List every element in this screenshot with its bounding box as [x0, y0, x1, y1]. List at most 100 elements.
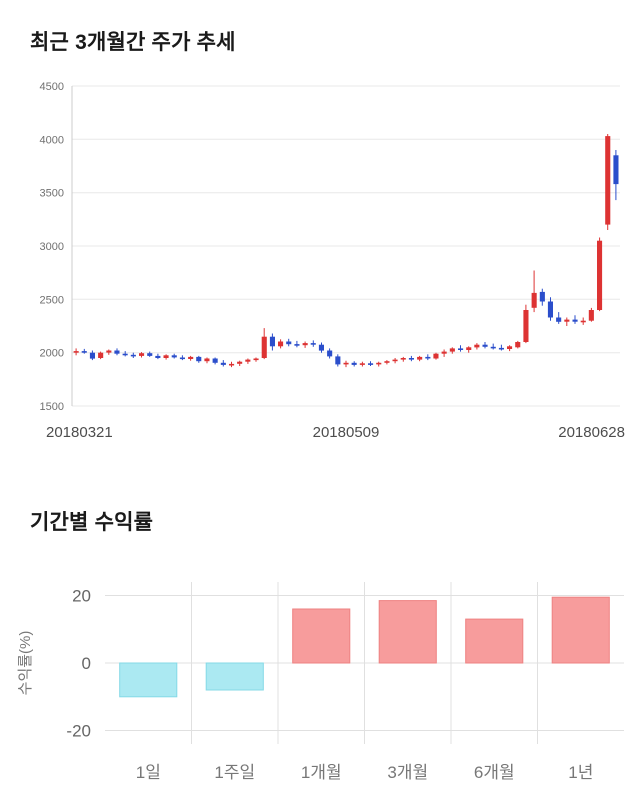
- y-tick-label: -20: [66, 722, 91, 741]
- candle-body: [89, 352, 95, 359]
- candle-body: [351, 362, 357, 365]
- price-grid: 1500 2000 2500 3000 3500 4000 4500: [40, 81, 620, 413]
- candle-body: [294, 344, 300, 346]
- candle-body: [212, 358, 218, 363]
- candle-body: [343, 362, 349, 365]
- candle-body: [498, 347, 504, 350]
- candle-body: [531, 292, 537, 308]
- price-chart-title: 최근 3개월간 주가 추세: [30, 31, 236, 54]
- candle-body: [466, 347, 472, 350]
- candle-body: [392, 359, 398, 362]
- candle-body: [302, 343, 308, 346]
- return-bar: [119, 662, 178, 698]
- candle-body: [408, 358, 414, 360]
- y-tick-label: 2500: [40, 294, 64, 306]
- candle-body: [523, 310, 529, 342]
- candle-body: [368, 363, 374, 365]
- returns-chart-title: 기간별 수익률: [30, 511, 154, 534]
- candle-body: [179, 357, 185, 360]
- candle-body: [204, 358, 210, 362]
- return-bar: [292, 608, 351, 664]
- candle-body: [580, 320, 586, 323]
- returns-chart: 20 0 -20 수익률(%) 1일 1주일 1개월 3개월 6개월 1년: [17, 582, 624, 782]
- x-label-end: 20180628: [558, 424, 625, 441]
- candle-body: [490, 346, 496, 349]
- return-bar: [551, 596, 610, 664]
- candle-body: [482, 344, 488, 347]
- y-axis-title: 수익률(%): [17, 631, 34, 696]
- candle-body: [335, 356, 341, 365]
- candle-body: [98, 352, 104, 358]
- candle-body: [310, 343, 316, 345]
- candle-body: [253, 358, 259, 361]
- category-label: 6개월: [474, 763, 515, 782]
- candle-body: [139, 353, 145, 356]
- candle-body: [147, 353, 153, 356]
- category-label: 1일: [136, 763, 161, 782]
- candle-body: [269, 336, 275, 347]
- candle-body: [400, 358, 406, 360]
- price-x-labels: 20180321 20180509 20180628: [46, 424, 625, 441]
- x-label-start: 20180321: [46, 424, 113, 441]
- candle-body: [245, 359, 251, 362]
- return-bar: [205, 662, 264, 691]
- y-tick-label: 2000: [40, 348, 64, 360]
- y-tick-label: 4500: [40, 81, 64, 93]
- y-tick-label: 1500: [40, 401, 64, 413]
- return-bar: [378, 600, 437, 664]
- y-tick-label: 4000: [40, 134, 64, 146]
- candle-body: [613, 155, 619, 185]
- candle-body: [441, 351, 447, 354]
- candle-body: [556, 317, 562, 322]
- candle-body: [171, 355, 177, 358]
- candle-body: [163, 355, 169, 358]
- candle-body: [433, 353, 439, 359]
- candle-body: [196, 356, 202, 362]
- candle-body: [261, 336, 267, 358]
- category-label: 3개월: [387, 763, 428, 782]
- category-label: 1개월: [301, 763, 342, 782]
- candle-body: [278, 341, 284, 347]
- candle-body: [474, 344, 480, 348]
- candle-body: [122, 353, 128, 356]
- y-tick-label: 3000: [40, 241, 64, 253]
- candle-body: [547, 301, 553, 318]
- candle-body: [605, 136, 611, 225]
- candle-body: [237, 361, 243, 364]
- returns-grid: 20 0 -20: [66, 582, 624, 744]
- candle-body: [286, 341, 292, 345]
- return-bar: [465, 618, 524, 664]
- x-label-middle: 20180509: [313, 424, 380, 441]
- candle-body: [318, 344, 324, 351]
- candle-body: [564, 319, 570, 322]
- candle-body: [507, 346, 513, 349]
- candle-body: [597, 240, 603, 310]
- candle-body: [458, 348, 464, 350]
- candles: [73, 134, 619, 368]
- return-bars: [119, 596, 610, 698]
- candle-body: [449, 348, 455, 352]
- candle-body: [130, 354, 136, 357]
- category-labels: 1일 1주일 1개월 3개월 6개월 1년: [136, 763, 594, 782]
- y-tick-label: 0: [82, 654, 91, 673]
- candle-body: [188, 356, 194, 359]
- candle-body: [114, 350, 120, 354]
- candle-body: [73, 351, 79, 353]
- candle-body: [515, 342, 521, 348]
- candle-body: [359, 363, 365, 365]
- y-tick-label: 3500: [40, 188, 64, 200]
- candle-body: [327, 350, 333, 357]
- category-label: 1주일: [214, 763, 255, 782]
- candle-body: [220, 362, 226, 365]
- y-tick-label: 20: [72, 587, 91, 606]
- candle-body: [376, 362, 382, 365]
- candle-body: [229, 363, 235, 366]
- candle-body: [384, 361, 390, 363]
- candle-body: [588, 310, 594, 321]
- candle-body: [106, 350, 112, 353]
- candle-body: [155, 355, 161, 358]
- candle-body: [425, 356, 431, 359]
- candle-body: [572, 319, 578, 322]
